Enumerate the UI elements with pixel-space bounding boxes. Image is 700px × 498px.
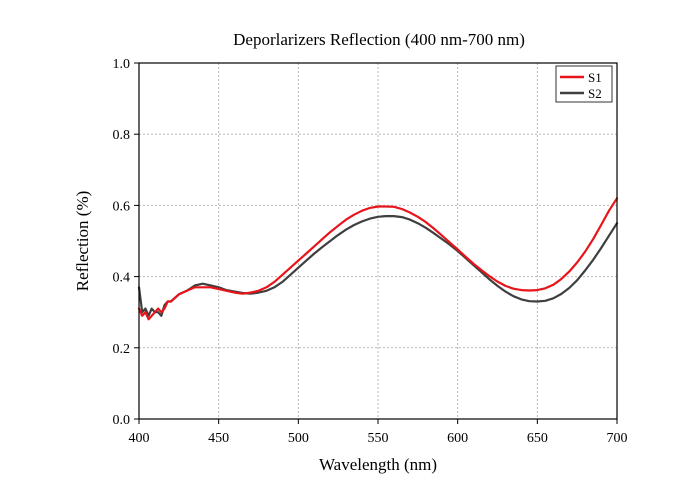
x-tick-label: 700 xyxy=(607,431,628,446)
x-tick-label: 550 xyxy=(368,431,389,446)
y-tick-label: 0.8 xyxy=(113,128,131,143)
x-tick-label: 400 xyxy=(129,431,150,446)
x-tick-label: 500 xyxy=(288,431,309,446)
axis-ticks: 400 450 500 550 600 650 700 0.0 0.2 0.4 0.6 0.8 1.0 xyxy=(113,57,628,446)
x-axis-title: Wavelength (nm) xyxy=(319,455,437,474)
legend-box xyxy=(555,65,613,103)
grid-lines xyxy=(139,63,617,419)
y-tick-label: 1.0 xyxy=(113,57,131,72)
legend-label-s2: S2 xyxy=(588,86,602,101)
y-tick-label: 0.0 xyxy=(113,413,131,428)
data-series xyxy=(137,197,619,321)
y-tick-label: 0.4 xyxy=(113,271,131,286)
chart-title: Deporlarizers Reflection (400 nm-700 nm) xyxy=(233,30,525,49)
legend-label-s1: S1 xyxy=(588,70,602,85)
x-tick-label: 450 xyxy=(208,431,229,446)
series-line-s1 xyxy=(137,197,619,321)
x-tick-label: 600 xyxy=(447,431,468,446)
y-tick-label: 0.2 xyxy=(113,342,131,357)
y-tick-label: 0.6 xyxy=(113,199,131,214)
x-tick-label: 650 xyxy=(527,431,548,446)
y-axis-title: Reflection (%) xyxy=(73,191,92,292)
